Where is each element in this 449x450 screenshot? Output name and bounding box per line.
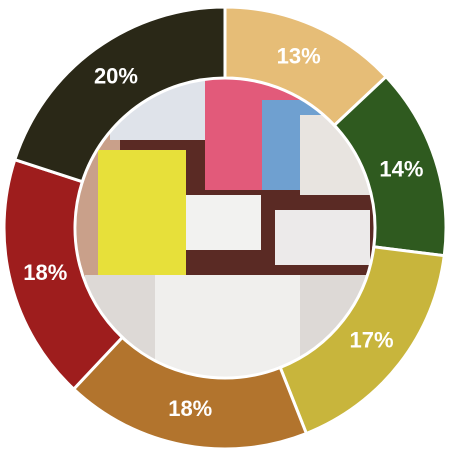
data-label: 17%: [350, 328, 394, 353]
data-label: 14%: [379, 156, 423, 181]
donut-segment: [12, 5, 227, 184]
data-label: 18%: [23, 260, 67, 285]
data-label: 13%: [277, 44, 321, 69]
data-label: 20%: [94, 64, 138, 89]
data-label: 18%: [168, 396, 212, 421]
